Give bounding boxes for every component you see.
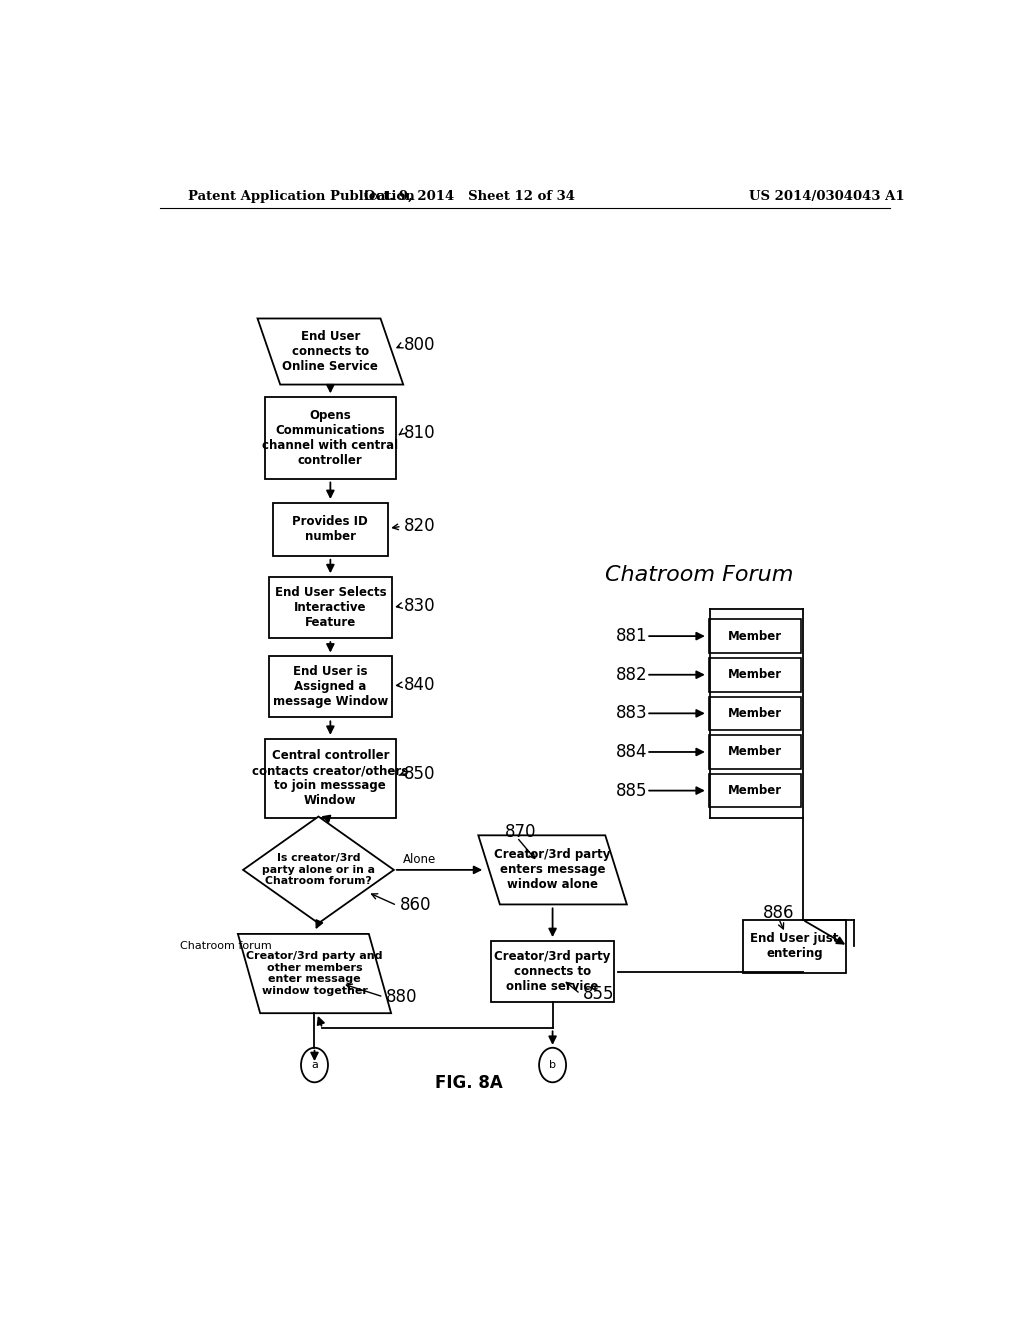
Text: Member: Member	[728, 668, 782, 681]
Text: 810: 810	[404, 424, 436, 442]
Polygon shape	[243, 817, 394, 923]
Text: 870: 870	[505, 824, 537, 841]
Text: 882: 882	[616, 665, 648, 684]
Text: 886: 886	[763, 904, 795, 921]
Text: 850: 850	[404, 766, 435, 783]
Text: b: b	[549, 1060, 556, 1071]
Text: Member: Member	[728, 784, 782, 797]
Polygon shape	[238, 935, 391, 1014]
Text: Creator/3rd party and
other members
enter message
window together: Creator/3rd party and other members ente…	[246, 952, 383, 997]
Text: 885: 885	[616, 781, 647, 800]
Text: End User
connects to
Online Service: End User connects to Online Service	[283, 330, 378, 374]
Text: Opens
Communications
channel with central
controller: Opens Communications channel with centra…	[262, 409, 398, 467]
Text: 855: 855	[583, 985, 614, 1003]
Text: Member: Member	[728, 630, 782, 643]
FancyBboxPatch shape	[743, 920, 846, 973]
FancyBboxPatch shape	[710, 697, 801, 730]
FancyBboxPatch shape	[269, 656, 392, 718]
Text: Oct. 9, 2014   Sheet 12 of 34: Oct. 9, 2014 Sheet 12 of 34	[364, 190, 574, 202]
Text: End User just
entering: End User just entering	[751, 932, 839, 960]
FancyBboxPatch shape	[269, 577, 392, 638]
FancyBboxPatch shape	[272, 503, 388, 556]
Text: End User is
Assigned a
message Window: End User is Assigned a message Window	[272, 665, 388, 709]
Text: 884: 884	[616, 743, 647, 760]
Text: 860: 860	[399, 896, 431, 915]
Polygon shape	[478, 836, 627, 904]
Text: 880: 880	[386, 987, 418, 1006]
Text: Member: Member	[728, 746, 782, 759]
FancyBboxPatch shape	[710, 774, 801, 808]
Text: 820: 820	[404, 517, 436, 536]
Text: 881: 881	[616, 627, 648, 645]
Text: Central controller
contacts creator/others
to join messsage
Window: Central controller contacts creator/othe…	[252, 750, 409, 808]
Text: Creator/3rd party
enters message
window alone: Creator/3rd party enters message window …	[495, 849, 610, 891]
Text: Alone: Alone	[403, 853, 436, 866]
Text: FIG. 8A: FIG. 8A	[435, 1074, 503, 1093]
Text: 800: 800	[404, 337, 435, 354]
Text: Chatroom forum: Chatroom forum	[179, 941, 271, 950]
FancyBboxPatch shape	[265, 397, 396, 479]
Polygon shape	[257, 318, 403, 384]
FancyBboxPatch shape	[265, 739, 396, 818]
Text: Is creator/3rd
party alone or in a
Chatroom forum?: Is creator/3rd party alone or in a Chatr…	[262, 853, 375, 887]
Text: Patent Application Publication: Patent Application Publication	[187, 190, 415, 202]
Text: US 2014/0304043 A1: US 2014/0304043 A1	[749, 190, 904, 202]
FancyBboxPatch shape	[710, 619, 801, 653]
Text: 883: 883	[616, 705, 648, 722]
Text: Provides ID
number: Provides ID number	[293, 515, 369, 544]
Text: 830: 830	[404, 597, 436, 615]
FancyBboxPatch shape	[492, 941, 614, 1002]
Text: Chatroom Forum: Chatroom Forum	[605, 565, 794, 585]
Text: 840: 840	[404, 676, 435, 694]
FancyBboxPatch shape	[710, 657, 801, 692]
Text: Member: Member	[728, 706, 782, 719]
Text: Creator/3rd party
connects to
online service: Creator/3rd party connects to online ser…	[495, 950, 610, 993]
Text: a: a	[311, 1060, 317, 1071]
FancyBboxPatch shape	[710, 735, 801, 768]
Text: End User Selects
Interactive
Feature: End User Selects Interactive Feature	[274, 586, 386, 630]
